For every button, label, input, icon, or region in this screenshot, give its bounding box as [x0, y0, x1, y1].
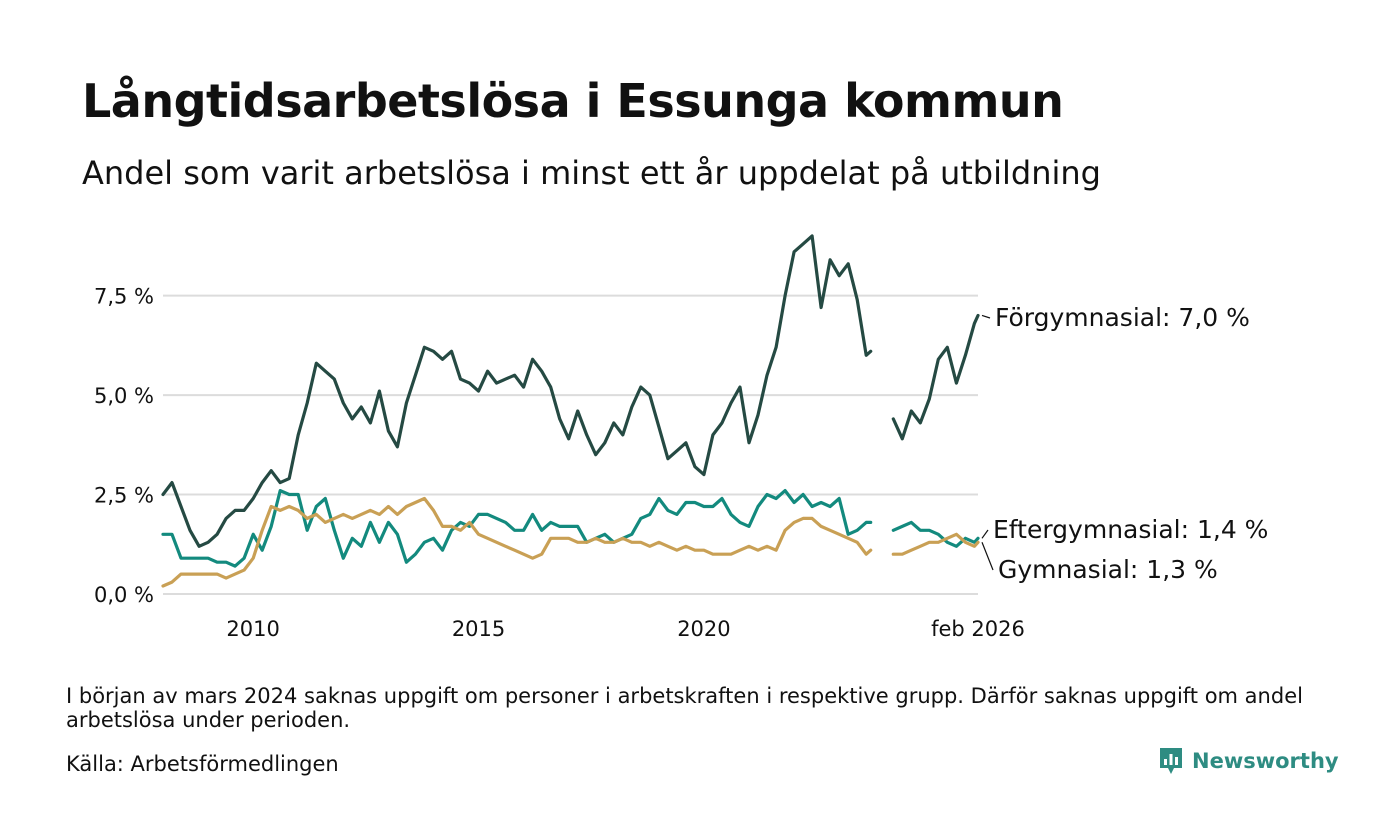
y-axis-ticks: 0,0 % 2,5 % 5,0 % 7,5 %: [94, 285, 154, 607]
x-tick-label: 2010: [226, 617, 279, 641]
x-tick-label: 2020: [677, 617, 730, 641]
series-line-förgymnasial: [891, 313, 980, 441]
series-line-förgymnasial: [161, 234, 873, 548]
series-label-eftergymnasial: Eftergymnasial: 1,4 %: [993, 515, 1268, 544]
brand-name: Newsworthy: [1192, 749, 1339, 773]
newsworthy-logo-icon: [1160, 748, 1182, 774]
series-line-gymnasial: [891, 532, 980, 556]
line-chart: 0,0 % 2,5 % 5,0 % 7,5 % 2010 2015 2020 feb 202…: [94, 234, 1268, 641]
chart-title: Långtidsarbetslösa i Essunga kommun: [82, 74, 1064, 128]
leader-line-eftergymnasial: [981, 529, 989, 539]
gridlines: [163, 294, 978, 595]
series-label-gymnasial: Gymnasial: 1,3 %: [998, 555, 1218, 584]
leader-line-gymnasial: [981, 542, 994, 571]
y-tick-label: 0,0 %: [94, 583, 154, 607]
chart-source: Källa: Arbetsförmedlingen: [66, 752, 339, 776]
chart-subtitle: Andel som varit arbetslösa i minst ett å…: [82, 154, 1101, 192]
series-line-eftergymnasial: [161, 489, 873, 568]
series-end-labels: Förgymnasial: 7,0 % Eftergymnasial: 1,4 %…: [981, 303, 1268, 584]
brand-logo: Newsworthy: [1158, 746, 1339, 776]
x-axis-ticks: 2010 2015 2020 feb 2026: [226, 617, 1024, 641]
x-tick-label: 2015: [452, 617, 505, 641]
y-tick-label: 7,5 %: [94, 285, 154, 309]
series-lines: [161, 234, 980, 588]
series-line-gymnasial: [161, 496, 873, 588]
series-line-eftergymnasial: [891, 520, 980, 548]
leader-line-förgymnasial: [981, 314, 991, 319]
chart-note: I början av mars 2024 saknas uppgift om …: [66, 684, 1303, 732]
series-label-förgymnasial: Förgymnasial: 7,0 %: [995, 303, 1250, 332]
y-tick-label: 2,5 %: [94, 484, 154, 508]
x-tick-label: feb 2026: [931, 617, 1025, 641]
y-tick-label: 5,0 %: [94, 384, 154, 408]
